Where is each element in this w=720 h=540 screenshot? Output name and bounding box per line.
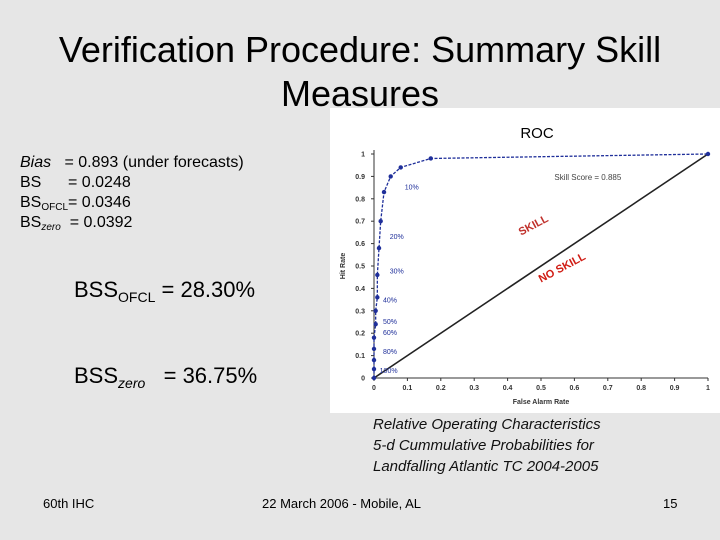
threshold-label: 20%: [390, 234, 404, 241]
x-tick-label: 0.3: [469, 385, 479, 392]
x-tick-label: 0.1: [403, 385, 413, 392]
x-tick-label: 0.5: [536, 385, 546, 392]
stat-label: BS: [20, 214, 42, 231]
bss-value: = 28.30%: [161, 277, 256, 302]
y-tick-label: 0.4: [355, 286, 365, 293]
stat-value: = 0.0248: [68, 174, 131, 191]
roc-chart: ROC 0 0.1 0.2 0.3 0.4 0.5 0.6 0.7 0.8 0.9 1 0 0.1 0.2 0…: [340, 125, 711, 406]
roc-point: [381, 189, 387, 195]
threshold-label: 40%: [383, 298, 397, 305]
threshold-label: 100%: [380, 368, 398, 375]
roc-point: [371, 375, 377, 381]
y-tick-label: 0.1: [355, 353, 365, 360]
threshold-label: 50%: [383, 319, 397, 326]
y-tick-label: 0: [361, 376, 365, 383]
x-tick-label: 1: [706, 385, 710, 392]
roc-point: [428, 156, 433, 161]
y-tick-label: 1: [361, 152, 365, 159]
y-tick-label: 0.2: [355, 331, 365, 338]
x-tick-label: 0.4: [503, 385, 513, 392]
y-tick-label: 0.5: [355, 264, 365, 271]
footer-date-location: 22 March 2006 - Mobile, AL: [262, 496, 421, 511]
stat-bs: BS = 0.0248: [20, 173, 244, 193]
figure-caption: Relative Operating Characteristics 5-d C…: [373, 414, 601, 477]
roc-point: [371, 335, 377, 340]
page-number: 15: [663, 496, 678, 511]
skill-region-label: SKILL: [517, 213, 551, 239]
bss-subscript: OFCL: [118, 289, 156, 305]
stat-subscript: zero: [41, 222, 61, 233]
y-tick-label: 0.7: [355, 219, 365, 226]
stat-bs-zero: BSzero = 0.0392: [20, 213, 244, 233]
x-tick-label: 0.7: [603, 385, 613, 392]
stat-subscript: OFCL: [41, 202, 69, 213]
stat-value: = 0.0346: [68, 194, 131, 211]
y-tick-label: 0.8: [355, 196, 365, 203]
x-tick-label: 0.9: [670, 385, 680, 392]
roc-curve-line: [373, 153, 709, 378]
skill-score-label: Skill Score = 0.885: [554, 173, 621, 182]
roc-point: [378, 219, 383, 224]
roc-point: [373, 322, 378, 327]
threshold-label: 80%: [383, 349, 397, 356]
bss-label: BSS: [74, 363, 119, 388]
stat-value: = 0.893 (under forecasts): [64, 154, 244, 171]
y-tick-label: 0.9: [355, 174, 365, 181]
roc-point: [376, 245, 382, 251]
caption-line: Relative Operating Characteristics: [373, 416, 601, 433]
skill-region-label: NO SKILL: [537, 251, 588, 286]
caption-line: Landfalling Atlantic TC 2004-2005: [373, 458, 599, 475]
threshold-label: 60%: [383, 330, 397, 337]
slide-title: Verification Procedure: Summary Skill Me…: [58, 29, 662, 114]
roc-point: [371, 366, 377, 372]
stat-bias: Bias = 0.893 (under forecasts): [20, 153, 244, 173]
footer-conference: 60th IHC: [43, 496, 95, 511]
x-tick-label: 0.6: [570, 385, 580, 392]
bss-ofcl: BSSOFCL = 28.30%: [74, 277, 256, 305]
y-axis-label: Hit Rate: [340, 253, 347, 280]
roc-point: [705, 151, 711, 157]
roc-point: [371, 346, 377, 352]
x-tick-label: 0.2: [436, 385, 446, 392]
bss-zero: BSSzero = 36.75%: [74, 363, 258, 391]
score-stats: Bias = 0.893 (under forecasts) BS = 0.02…: [20, 153, 244, 233]
roc-point: [373, 308, 378, 313]
x-tick-label: 0.8: [636, 385, 646, 392]
stat-bs-ofcl: BSOFCL= 0.0346: [20, 193, 244, 213]
y-tick-label: 0.3: [355, 308, 365, 315]
roc-figure: ROC 0 0.1 0.2 0.3 0.4 0.5 0.6 0.7 0.8 0.9 1 0 0.1 0.2 0…: [330, 108, 720, 413]
roc-point: [375, 295, 380, 300]
roc-point: [398, 165, 403, 170]
roc-point: [375, 272, 380, 278]
stat-label: Bias: [20, 154, 52, 171]
threshold-label: 30%: [390, 268, 404, 275]
bss-value: = 36.75%: [163, 363, 258, 388]
chart-title: ROC: [520, 125, 554, 142]
caption-line: 5-d Cummulative Probabilities for: [373, 437, 594, 454]
roc-point: [371, 357, 377, 363]
y-tick-label: 0.6: [355, 241, 365, 248]
no-skill-diagonal: [373, 153, 709, 379]
threshold-label: 10%: [405, 184, 419, 191]
stat-value: = 0.0392: [69, 214, 133, 231]
bss-subscript: zero: [118, 375, 146, 391]
x-tick-label: 0: [372, 385, 376, 392]
x-axis-label: False Alarm Rate: [513, 399, 570, 406]
stat-label: BS: [20, 174, 42, 191]
roc-point: [388, 174, 393, 179]
bss-label: BSS: [74, 277, 119, 302]
stat-label: BS: [20, 194, 42, 211]
